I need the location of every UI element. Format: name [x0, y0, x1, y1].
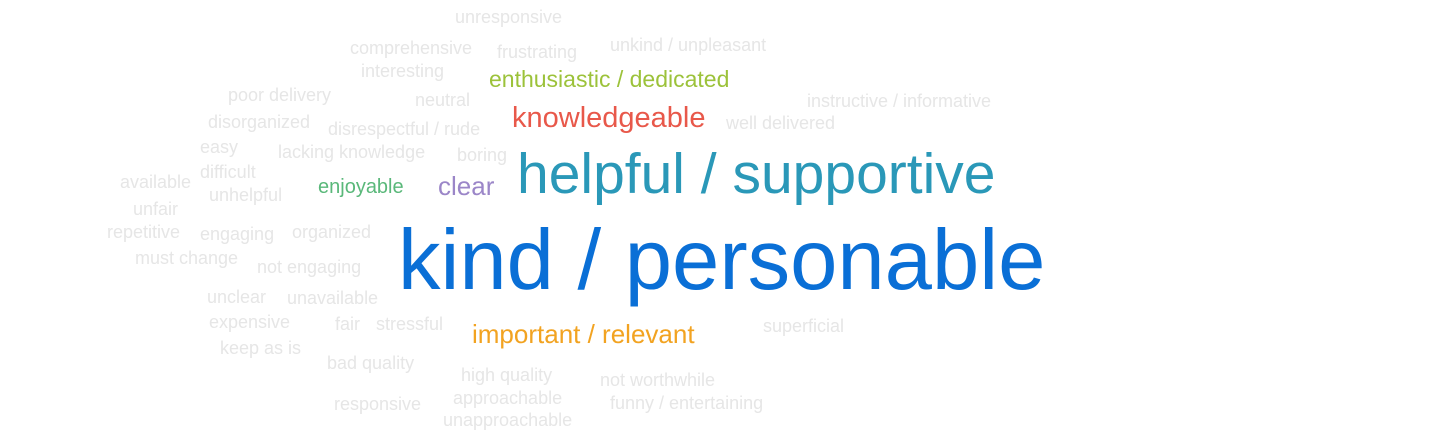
word-kind-personable: kind / personable	[398, 213, 1046, 308]
word-clear: clear	[438, 171, 495, 201]
word-unclear: unclear	[207, 287, 267, 307]
word-organized: organized	[292, 222, 372, 242]
word-poor-delivery: poor delivery	[228, 85, 332, 105]
word-lacking-knowledge: lacking knowledge	[278, 142, 426, 162]
word-easy: easy	[200, 137, 239, 157]
word-high-quality: high quality	[461, 365, 553, 385]
word-unapproachable: unapproachable	[443, 410, 573, 430]
word-unfair: unfair	[133, 199, 179, 219]
word-fair: fair	[335, 314, 361, 334]
word-repetitive: repetitive	[107, 222, 181, 242]
word-stressful: stressful	[376, 314, 444, 334]
word-well-delivered: well delivered	[726, 113, 836, 133]
word-interesting: interesting	[361, 61, 445, 81]
word-approachable: approachable	[453, 388, 563, 408]
word-unresponsive: unresponsive	[455, 7, 563, 27]
word-boring: boring	[457, 145, 508, 165]
word-disrespectful-rude: disrespectful / rude	[328, 119, 481, 139]
word-superficial: superficial	[763, 316, 845, 336]
word-frustrating: frustrating	[497, 42, 578, 62]
word-expensive: expensive	[209, 312, 291, 332]
word-engaging: engaging	[200, 224, 275, 244]
word-keep-as-is: keep as is	[220, 338, 302, 358]
word-disorganized: disorganized	[208, 112, 311, 132]
word-unhelpful: unhelpful	[209, 185, 283, 205]
word-responsive: responsive	[334, 394, 422, 414]
word-neutral: neutral	[415, 90, 471, 110]
word-unavailable: unavailable	[287, 288, 379, 308]
word-must-change: must change	[135, 248, 239, 268]
word-unkind-unpleasant: unkind / unpleasant	[610, 35, 767, 55]
word-comprehensive: comprehensive	[350, 38, 473, 58]
word-funny-entertaining: funny / entertaining	[610, 393, 764, 413]
word-helpful-supportive: helpful / supportive	[517, 142, 996, 206]
word-not-worthwhile: not worthwhile	[600, 370, 716, 390]
word-instructive-informative: instructive / informative	[807, 91, 992, 111]
word-not-engaging: not engaging	[257, 257, 362, 277]
word-bad-quality: bad quality	[327, 353, 415, 373]
word-important-relevant: important / relevant	[472, 319, 695, 349]
word-difficult: difficult	[200, 162, 256, 182]
word-available: available	[120, 172, 192, 192]
word-enjoyable: enjoyable	[318, 176, 404, 198]
word-knowledgeable: knowledgeable	[512, 102, 706, 134]
word-enthusiastic-dedicated: enthusiastic / dedicated	[489, 66, 730, 92]
